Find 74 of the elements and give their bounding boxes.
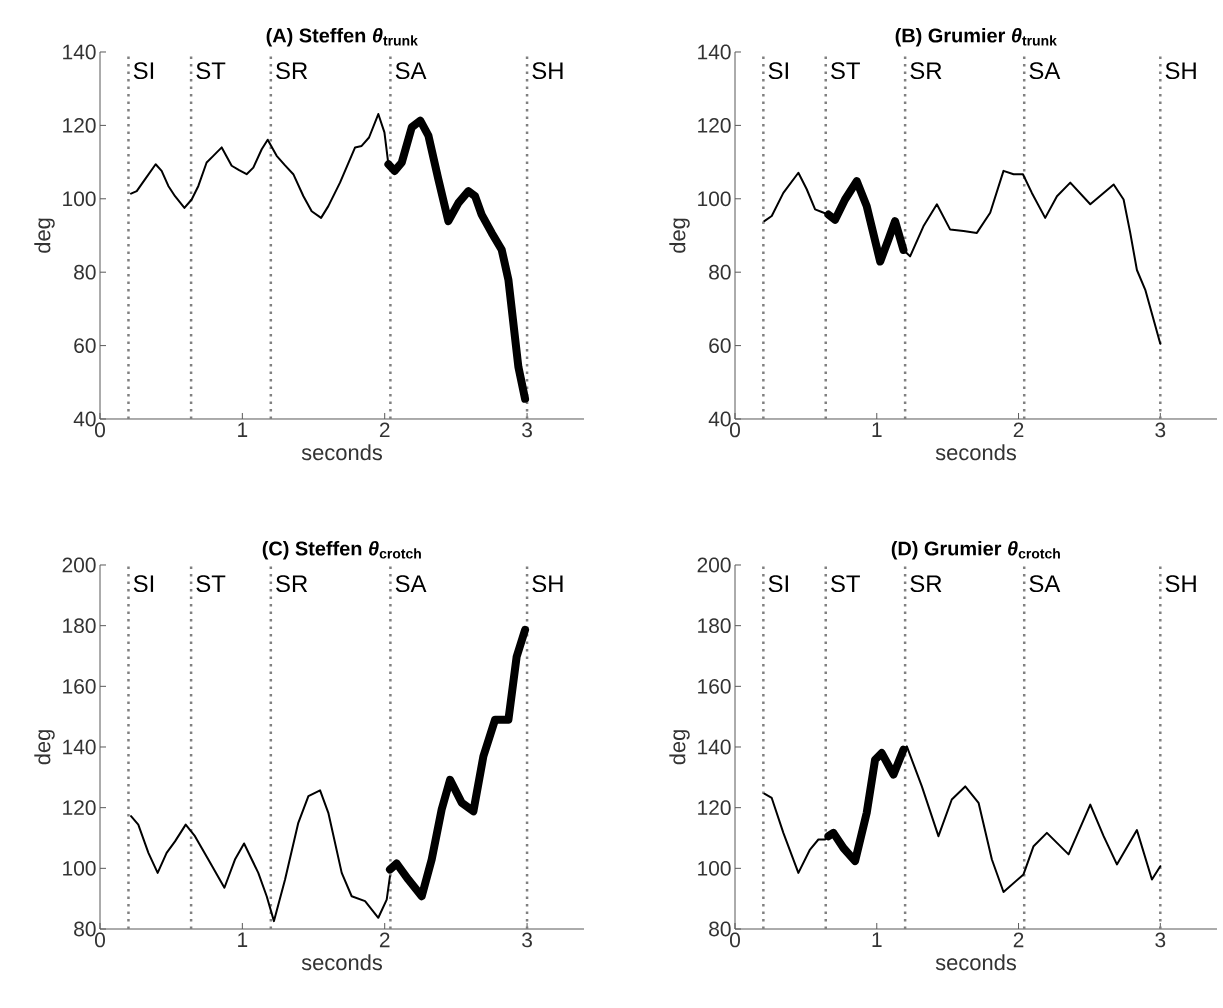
ref-line-label: ST [831,62,860,80]
ref-line-label: SI [133,62,154,80]
ref-line-label: SR [910,575,942,593]
ref-line-label: SH [1165,575,1196,593]
ref-line-label: SA [1029,575,1061,593]
y-tick-label: 100 [63,860,96,876]
x-axis-title: seconds [935,954,1017,971]
y-axis-title: deg [34,730,55,765]
x-axis-title: seconds [301,954,383,971]
x-tick-label: 1 [238,932,248,947]
x-tick-label: 1 [238,422,248,437]
ref-line-label: SR [910,62,942,80]
y-tick-label: 40 [73,411,96,427]
y-tick-label: 160 [698,678,731,694]
x-tick-label: 0 [730,932,740,948]
ref-line-label: SR [276,575,308,593]
ref-line-label: SI [133,575,154,593]
y-tick-label: 120 [698,800,731,816]
ref-line-label: ST [831,575,860,593]
ref-line-label: SI [768,575,788,593]
x-tick-label: 2 [379,932,390,948]
ref-line-label: SA [1029,62,1061,80]
y-tick-label: 200 [62,557,96,573]
x-tick-label: 3 [522,932,532,948]
y-tick-label: 80 [74,921,96,937]
x-tick-label: 3 [1155,422,1166,438]
y-tick-label: 80 [709,921,731,937]
x-tick-label: 2 [1013,422,1024,438]
y-tick-label: 60 [709,338,731,353]
x-tick-label: 2 [379,422,390,438]
y-tick-label: 180 [698,618,731,634]
ref-line-label: ST [196,62,226,80]
chart-title: (B) Grumier θ$_{trunk}$ [895,27,1057,47]
x-axis-title: seconds [935,444,1017,461]
y-tick-label: 180 [63,618,96,634]
ref-line-label: SR [276,62,308,80]
ref-line-label: SH [1165,62,1196,80]
y-tick-label: 160 [63,678,96,694]
x-tick-label: 3 [1155,932,1166,948]
x-tick-label: 0 [730,422,740,438]
x-tick-label: 2 [1013,932,1024,948]
y-tick-label: 120 [63,117,96,133]
ref-line-label: SI [768,62,788,80]
x-axis-title: seconds [301,444,383,461]
ref-line-label: ST [196,575,226,593]
ref-line-label: SH [532,62,563,80]
y-tick-label: 40 [708,411,731,427]
y-tick-label: 120 [698,117,731,133]
ref-line-label: SA [395,575,427,593]
y-tick-label: 140 [698,739,731,755]
ref-line-label: SH [532,575,563,593]
ref-line-label: SA [395,62,427,80]
y-tick-label: 100 [63,191,96,207]
y-tick-label: 200 [697,557,731,573]
y-tick-label: 100 [698,860,731,876]
y-tick-label: 120 [63,800,96,816]
chart-title: (C) Steffen θ$_{crotch}$ [262,540,421,560]
x-tick-label: 0 [94,932,105,948]
chart-title: (A) Steffen θ$_{trunk}$ [266,27,418,47]
y-axis-title: deg [669,218,690,253]
y-tick-label: 140 [698,44,731,60]
y-tick-label: 100 [698,191,731,207]
x-tick-label: 0 [94,422,105,438]
y-tick-label: 140 [63,739,96,755]
y-tick-label: 80 [74,264,96,280]
x-tick-label: 1 [872,422,882,437]
y-axis-title: deg [34,218,55,253]
y-tick-label: 140 [63,44,96,60]
y-tick-label: 80 [709,264,731,280]
chart-title: (D) Grumier θ$_{crotch}$ [891,540,1060,560]
x-tick-label: 1 [872,932,882,947]
y-tick-label: 60 [74,338,96,353]
x-tick-label: 3 [522,422,532,438]
y-axis-title: deg [669,730,690,765]
